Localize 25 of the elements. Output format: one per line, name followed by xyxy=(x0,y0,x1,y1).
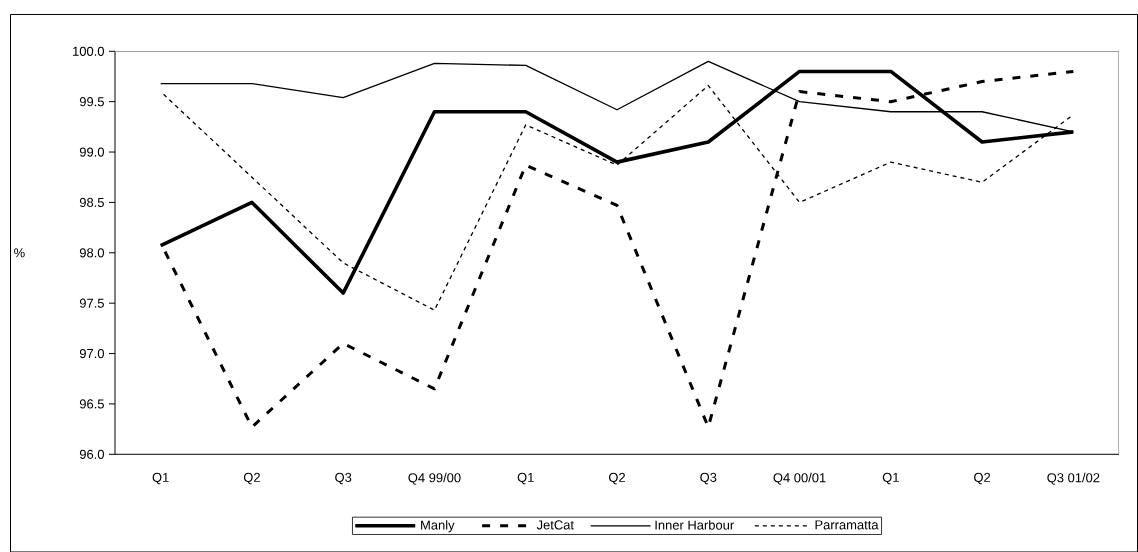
y-tick-label: 96.0 xyxy=(79,449,104,459)
y-tick-label: 99.5 xyxy=(79,96,104,107)
y-tick-label: 96.5 xyxy=(79,399,104,409)
x-tick-label: Q3 xyxy=(700,472,717,485)
y-axis-title: % xyxy=(14,248,25,258)
x-tick-label: Q1 xyxy=(152,472,169,485)
x-tick-label: Q3 01/02 xyxy=(1047,472,1100,485)
legend-label: Parramatta xyxy=(815,520,879,530)
x-tick-label: Q4 99/00 xyxy=(408,472,461,485)
x-tick-label: Q1 xyxy=(517,472,534,485)
x-tick-label: Q2 xyxy=(608,472,625,485)
y-tick-label: 98.5 xyxy=(79,197,104,207)
legend-label: JetCat xyxy=(536,520,574,530)
x-tick-label: Q3 xyxy=(335,472,352,485)
y-tick-label: 99.0 xyxy=(79,147,104,157)
y-tick-label: 97.0 xyxy=(79,348,104,358)
legend-label: Manly xyxy=(421,519,455,532)
y-tick-label: 100.0 xyxy=(73,46,104,56)
x-tick-label: Q2 xyxy=(243,472,260,485)
legend-label: Inner Harbour xyxy=(655,519,734,530)
x-tick-label: Q2 xyxy=(974,472,991,485)
x-tick-label: Q1 xyxy=(882,472,899,485)
x-tick-label: Q4 00/01 xyxy=(773,472,826,485)
y-tick-label: 97.5 xyxy=(79,298,104,308)
y-tick-label: 98.0 xyxy=(79,247,104,258)
